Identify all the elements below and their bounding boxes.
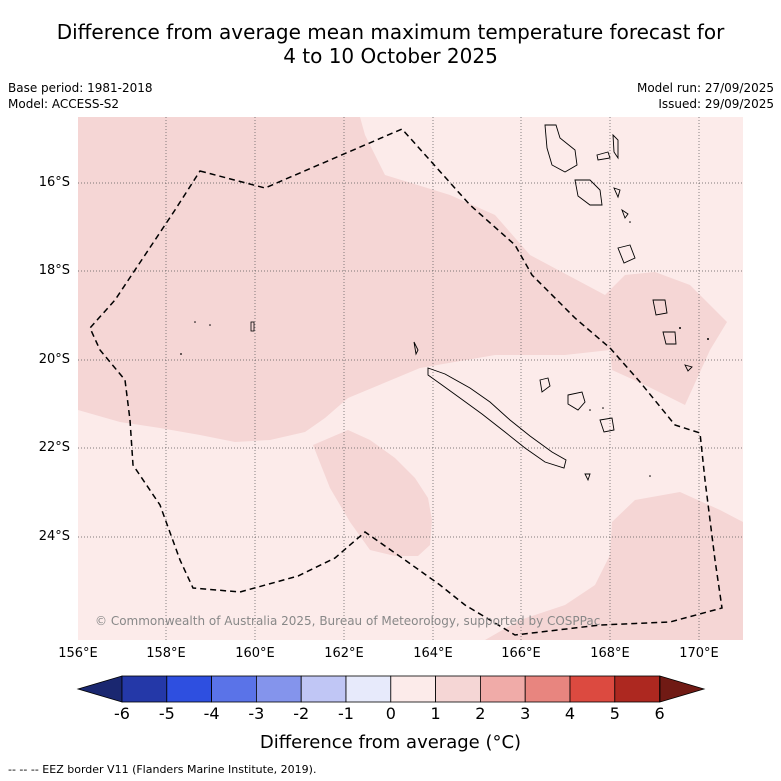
model-name: Model: ACCESS-S2 [8, 97, 120, 111]
loyalty-island-ouvea [539, 377, 551, 393]
colorbar [76, 675, 706, 703]
lon-label-160e: 160°E [235, 646, 275, 661]
colorbar-box [255, 675, 302, 703]
copyright-notice: © Commonwealth of Australia 2025, Bureau… [95, 614, 601, 628]
lat-label-16s: 16°S [38, 175, 70, 190]
vanuatu-malekula [574, 179, 603, 206]
colorbar-title: Difference from average (°C) [259, 732, 522, 753]
colorbar-box [435, 675, 481, 703]
colorbar-tick-label: -1 [338, 704, 354, 723]
model-run: Model run: 27/09/2025 [636, 81, 774, 95]
new-caledonia-coast [427, 367, 567, 469]
graticule [78, 117, 743, 640]
lat-label-22s: 22°S [38, 440, 70, 455]
colorbar-tick-label: 4 [564, 704, 576, 723]
vanuatu-espiritu-santo [544, 124, 578, 173]
lat-label-20s: 20°S [38, 352, 70, 367]
issued-date: Issued: 29/09/2025 [658, 97, 774, 111]
vanuatu-ambae [596, 151, 611, 161]
lon-label-164e: 164°E [413, 646, 453, 661]
lat-label-24s: 24°S [38, 529, 70, 544]
lon-label-168e: 168°E [590, 646, 630, 661]
lon-label-166e: 166°E [501, 646, 541, 661]
map-area [78, 117, 743, 640]
colorbar-tick-label: 6 [654, 704, 665, 723]
colorbar-tick-label: 1 [430, 704, 441, 723]
lon-label-158e: 158°E [146, 646, 186, 661]
colorbar-tick-label: -5 [158, 704, 175, 723]
eez-footnote: -- -- -- EEZ border V11 (Flanders Marine… [8, 763, 317, 776]
anomaly-region-large [78, 117, 727, 442]
vanuatu-erromango [652, 299, 668, 316]
loyalty-island-mare [599, 417, 615, 433]
anomaly-region-southeast [485, 492, 743, 640]
colorbar-tick-label: -3 [248, 704, 265, 723]
colorbar-tick-label: 0 [385, 704, 396, 723]
colorbar-tick-label: -6 [114, 704, 130, 723]
colorbar-tick-label: 2 [475, 704, 486, 723]
lon-label-162e: 162°E [324, 646, 364, 661]
small-islands [180, 221, 709, 477]
belep-islands [413, 341, 419, 356]
vanuatu-efate [617, 244, 636, 264]
anomaly-region-central [313, 430, 432, 556]
base-period: Base period: 1981-2018 [8, 81, 153, 95]
colorbar-box [121, 675, 168, 703]
colorbar-box [614, 675, 660, 703]
colorbar-box [390, 675, 436, 703]
colorbar-box [345, 675, 392, 703]
colorbar-box [479, 675, 526, 703]
lat-label-18s: 18°S [38, 263, 70, 278]
vanuatu-aneityum [684, 364, 693, 372]
loyalty-island-lifou [567, 391, 586, 411]
colorbar-tick-label: 3 [520, 704, 531, 723]
vanuatu-epi [613, 187, 621, 199]
matthew-island [584, 473, 591, 482]
colorbar-tick-label: -2 [293, 704, 310, 723]
chesterfield-reef [250, 321, 255, 332]
title-line-2: 4 to 10 October 2025 [283, 44, 498, 68]
coastlines [413, 124, 693, 482]
colorbar-box [211, 675, 257, 703]
lon-label-170e: 170°E [679, 646, 719, 661]
colorbar-box [166, 675, 213, 703]
colorbar-box [300, 675, 347, 703]
colorbar-high-extend [659, 675, 706, 703]
vanuatu-tanna [662, 331, 677, 345]
lon-label-156e: 156°E [58, 646, 98, 661]
vanuatu-shepherd [621, 208, 629, 219]
title-line-1: Difference from average mean maximum tem… [56, 20, 725, 44]
colorbar-box [524, 675, 571, 703]
colorbar-low-extend [76, 675, 123, 703]
colorbar-box [569, 675, 616, 703]
colorbar-tick-label: 5 [609, 704, 620, 723]
colorbar-tick-label: -4 [203, 704, 220, 723]
vanuatu-pentecost [612, 133, 619, 160]
eez-border [89, 128, 723, 636]
